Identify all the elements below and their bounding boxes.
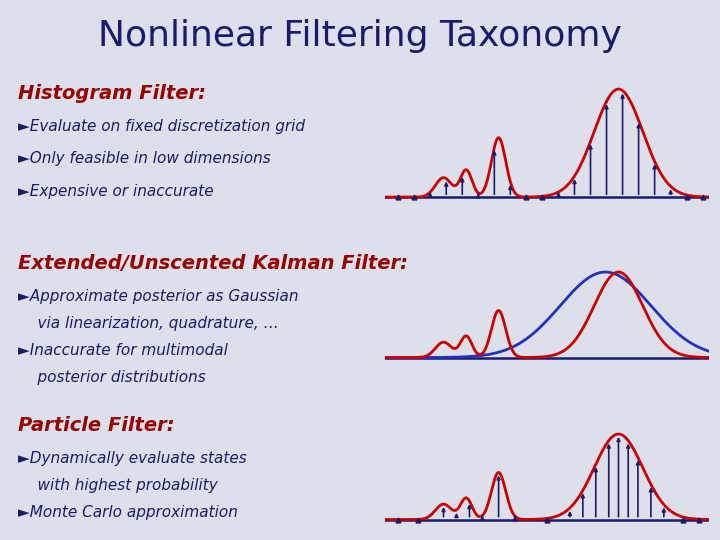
Text: Particle Filter:: Particle Filter:	[18, 416, 174, 435]
Text: Nonlinear Filtering Taxonomy: Nonlinear Filtering Taxonomy	[98, 19, 622, 53]
Text: ►Inaccurate for multimodal: ►Inaccurate for multimodal	[18, 343, 228, 358]
Text: ►Expensive or inaccurate: ►Expensive or inaccurate	[18, 184, 214, 199]
Text: via linearization, quadrature, …: via linearization, quadrature, …	[18, 316, 279, 331]
Text: with highest probability: with highest probability	[18, 478, 217, 493]
Text: ►Monte Carlo approximation: ►Monte Carlo approximation	[18, 505, 238, 520]
Text: ►Only feasible in low dimensions: ►Only feasible in low dimensions	[18, 151, 271, 166]
Text: ►Approximate posterior as Gaussian: ►Approximate posterior as Gaussian	[18, 289, 299, 304]
Text: ►Dynamically evaluate states: ►Dynamically evaluate states	[18, 451, 247, 466]
Text: ►Evaluate on fixed discretization grid: ►Evaluate on fixed discretization grid	[18, 119, 305, 134]
Text: Histogram Filter:: Histogram Filter:	[18, 84, 206, 103]
Text: posterior distributions: posterior distributions	[18, 370, 206, 385]
Text: Extended/Unscented Kalman Filter:: Extended/Unscented Kalman Filter:	[18, 254, 408, 273]
